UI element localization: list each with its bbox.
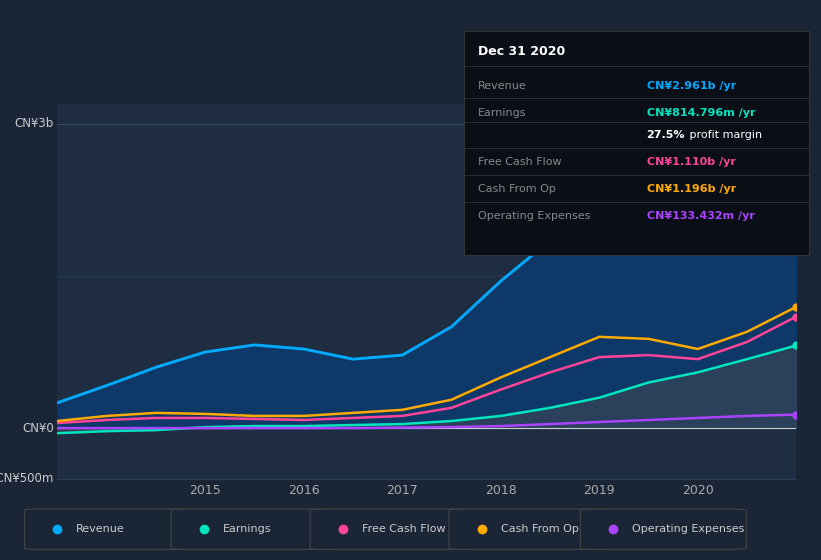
Text: -CN¥500m: -CN¥500m — [0, 472, 54, 486]
Text: Cash From Op: Cash From Op — [501, 524, 579, 534]
Text: Operating Expenses: Operating Expenses — [478, 211, 590, 221]
FancyBboxPatch shape — [580, 509, 746, 549]
Text: Dec 31 2020: Dec 31 2020 — [478, 45, 565, 58]
Text: CN¥1.196b /yr: CN¥1.196b /yr — [647, 184, 736, 194]
Text: Operating Expenses: Operating Expenses — [632, 524, 745, 534]
Text: CN¥2.961b /yr: CN¥2.961b /yr — [647, 81, 736, 91]
FancyBboxPatch shape — [172, 509, 337, 549]
Text: Free Cash Flow: Free Cash Flow — [478, 157, 562, 167]
Text: CN¥133.432m /yr: CN¥133.432m /yr — [647, 211, 754, 221]
Text: Revenue: Revenue — [76, 524, 125, 534]
Text: Earnings: Earnings — [223, 524, 272, 534]
FancyBboxPatch shape — [449, 509, 615, 549]
Text: Free Cash Flow: Free Cash Flow — [362, 524, 446, 534]
Text: Cash From Op: Cash From Op — [478, 184, 556, 194]
Text: CN¥3b: CN¥3b — [15, 118, 54, 130]
Text: Revenue: Revenue — [478, 81, 526, 91]
Text: 27.5%: 27.5% — [647, 130, 685, 140]
Text: CN¥1.110b /yr: CN¥1.110b /yr — [647, 157, 736, 167]
Text: Earnings: Earnings — [478, 108, 526, 118]
FancyBboxPatch shape — [25, 509, 190, 549]
Text: profit margin: profit margin — [686, 130, 763, 140]
FancyBboxPatch shape — [310, 509, 476, 549]
Text: CN¥0: CN¥0 — [22, 422, 54, 435]
Text: CN¥814.796m /yr: CN¥814.796m /yr — [647, 108, 755, 118]
